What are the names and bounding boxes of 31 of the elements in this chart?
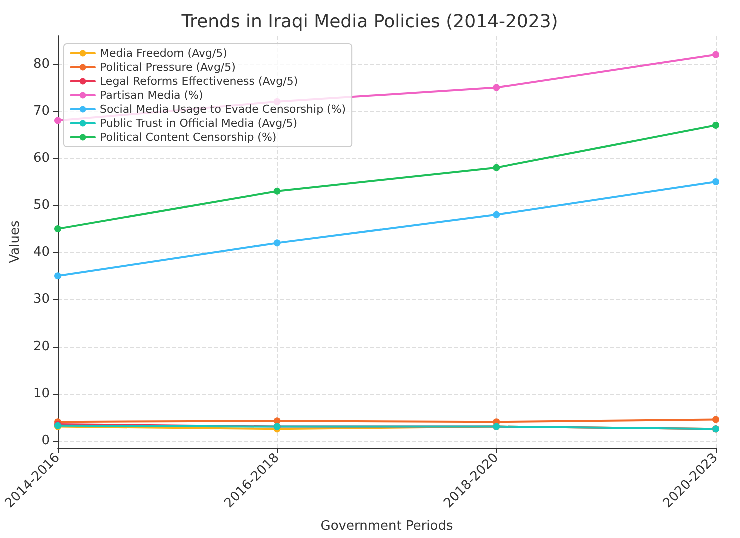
point <box>54 272 62 280</box>
y-tick-label: 80 <box>33 56 50 72</box>
legend-label: Media Freedom (Avg/5) <box>100 47 228 60</box>
y-tick-label: 50 <box>33 198 50 214</box>
legend-label: Legal Reforms Effectiveness (Avg/5) <box>100 75 298 88</box>
x-axis-title: Government Periods <box>320 519 454 534</box>
point <box>54 117 62 124</box>
legend-label: Public Trust in Official Media (Avg/5) <box>100 117 298 130</box>
y-tick-label: 0 <box>42 433 50 448</box>
point <box>493 84 500 92</box>
chart-title: Trends in Iraqi Media Policies (2014-2023) <box>180 12 558 32</box>
point <box>274 240 281 247</box>
point <box>712 416 720 424</box>
point <box>712 178 720 186</box>
point <box>274 188 281 195</box>
y-tick-label: 30 <box>33 292 50 308</box>
legend-label: Partisan Media (%) <box>100 89 204 102</box>
point <box>493 211 500 218</box>
legend-label: Political Content Censorship (%) <box>100 131 277 144</box>
y-tick-label: 40 <box>33 245 50 260</box>
legend-label: Social Media Usage to Evade Censorship (%) <box>100 103 346 116</box>
y-tick-label: 20 <box>33 339 50 354</box>
legend-label: Political Pressure (Avg/5) <box>100 61 236 74</box>
point <box>712 51 720 58</box>
point <box>712 122 720 129</box>
y-tick-label: 60 <box>33 150 50 166</box>
y-axis-title: Values <box>8 220 23 264</box>
point <box>54 226 62 233</box>
point <box>493 164 500 172</box>
y-tick-label: 70 <box>33 104 50 119</box>
y-tick-label: 10 <box>33 386 50 402</box>
